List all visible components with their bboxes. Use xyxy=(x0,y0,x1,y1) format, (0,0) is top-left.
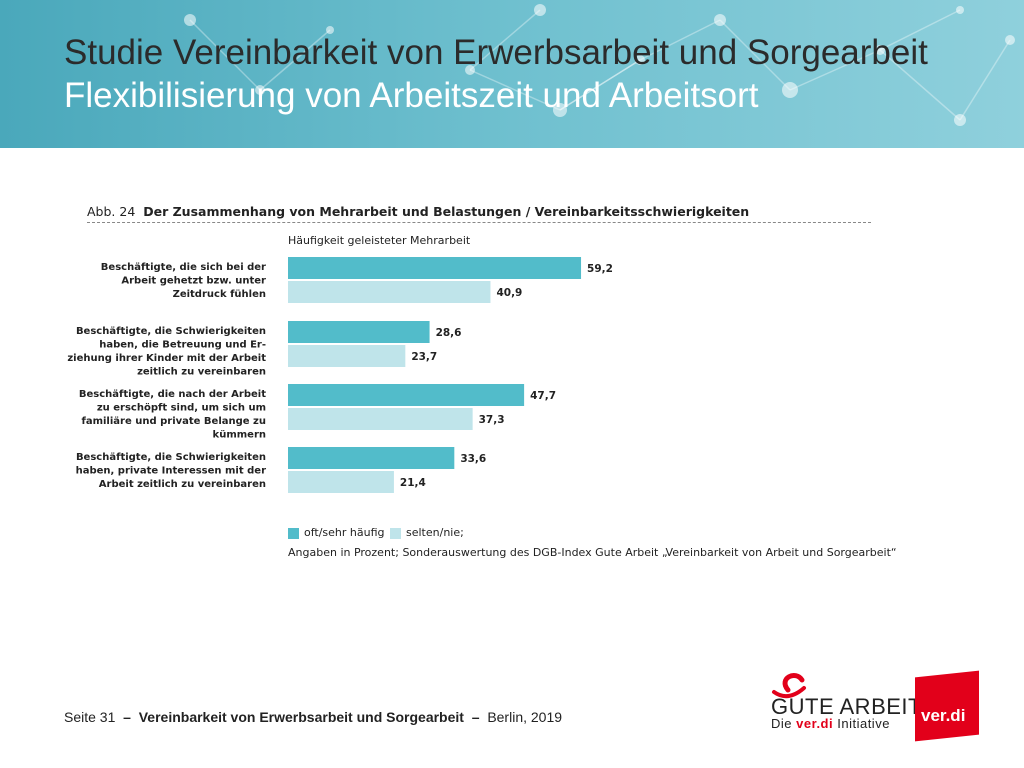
category-label-1-line-1: Beschäftigte, die sich bei der xyxy=(101,262,266,273)
category-label-4-line-3: Arbeit zeitlich zu vereinbaren xyxy=(99,479,266,490)
footer: Seite 31 – Vereinbarkeit von Erwerbsarbe… xyxy=(64,709,562,725)
bar-selten-4 xyxy=(288,471,394,493)
value-label-selten-1: 40,9 xyxy=(496,287,522,299)
source-note: Angaben in Prozent; Sonderauswertung des… xyxy=(288,546,897,559)
category-label-1-line-3: Zeitdruck fühlen xyxy=(173,289,266,300)
footer-page: Seite 31 xyxy=(64,709,116,725)
bar-oft-4 xyxy=(288,447,455,469)
category-label-4-line-2: haben, private Interessen mit der xyxy=(76,466,266,477)
bar-oft-1 xyxy=(288,257,582,279)
legend-swatch-selten xyxy=(390,528,401,539)
logo-initiative: Initiative xyxy=(837,716,890,731)
footer-title: Vereinbarkeit von Erwerbsarbeit und Sorg… xyxy=(138,709,464,725)
footer-place-year: Berlin, 2019 xyxy=(487,709,563,725)
category-label-3-line-1: Beschäftigte, die nach der Arbeit xyxy=(79,389,266,400)
category-label-4-line-1: Beschäftigte, die Schwierigkeiten xyxy=(76,452,266,463)
page-title: Studie Vereinbarkeit von Erwerbsarbeit u… xyxy=(64,33,928,72)
footer-dash-1: – xyxy=(123,709,131,725)
value-label-selten-4: 21,4 xyxy=(400,477,426,489)
page-subtitle: Flexibilisierung von Arbeitszeit und Arb… xyxy=(64,76,759,115)
value-label-selten-3: 37,3 xyxy=(479,414,505,426)
category-label-3-line-4: kümmern xyxy=(213,430,266,441)
verdi-logo-text: ver.di xyxy=(921,706,966,725)
figure-title: Der Zusammenhang von Mehrarbeit und Bela… xyxy=(143,204,750,219)
caption-divider xyxy=(87,222,871,223)
bar-selten-3 xyxy=(288,408,473,430)
bar-selten-2 xyxy=(288,345,406,367)
category-label-3-line-3: familiäre und private Belange zu xyxy=(81,416,266,427)
footer-dash-2: – xyxy=(471,709,480,725)
network-background xyxy=(0,0,1024,148)
value-label-oft-2: 28,6 xyxy=(436,327,462,339)
chart-title: Häufigkeit geleisteter Mehrarbeit xyxy=(288,234,471,247)
logo-die: Die xyxy=(771,716,793,731)
legend-label-oft: oft/sehr häufig xyxy=(304,526,385,539)
category-label-2-line-2: haben, die Betreuung und Er- xyxy=(99,340,266,351)
logo-verdi-inline: ver.di xyxy=(796,716,834,731)
value-label-oft-3: 47,7 xyxy=(530,390,556,402)
value-label-selten-2: 23,7 xyxy=(411,351,437,363)
gute-arbeit-logo-text: GUTE ARBEIT xyxy=(771,694,922,719)
figure-number: Abb. 24 xyxy=(87,204,136,219)
category-label-2-line-4: zeitlich zu vereinbaren xyxy=(137,367,266,378)
figure-caption: Abb. 24 Der Zusammenhang von Mehrarbeit … xyxy=(87,204,749,219)
value-label-oft-1: 59,2 xyxy=(587,263,613,275)
bar-oft-2 xyxy=(288,321,430,343)
bar-chart: Häufigkeit geleisteter Mehrarbeit Beschä… xyxy=(67,234,613,493)
legend-swatch-oft xyxy=(288,528,299,539)
legend-label-selten: selten/nie; xyxy=(406,526,464,539)
header-banner: Studie Vereinbarkeit von Erwerbsarbeit u… xyxy=(0,0,1024,148)
category-label-1-line-2: Arbeit gehetzt bzw. unter xyxy=(121,276,266,287)
gute-arbeit-logo-subline: Die ver.di Initiative xyxy=(771,716,890,731)
gute-arbeit-logo-mark xyxy=(772,673,806,699)
value-label-oft-4: 33,6 xyxy=(460,453,486,465)
category-label-2-line-3: ziehung ihrer Kinder mit der Arbeit xyxy=(67,353,266,364)
bar-oft-3 xyxy=(288,384,525,406)
category-label-2-line-1: Beschäftigte, die Schwierigkeiten xyxy=(76,326,266,337)
category-label-3-line-2: zu erschöpft sind, um sich um xyxy=(97,403,266,414)
bar-selten-1 xyxy=(288,281,491,303)
